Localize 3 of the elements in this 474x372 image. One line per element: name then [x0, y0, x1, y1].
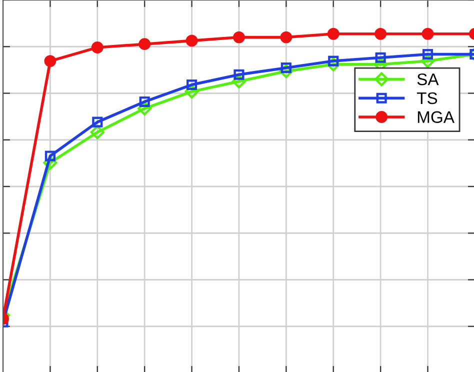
legend-label: TS	[416, 92, 438, 104]
legend-label: MGA	[418, 111, 455, 123]
legend-label: SA	[417, 73, 439, 86]
